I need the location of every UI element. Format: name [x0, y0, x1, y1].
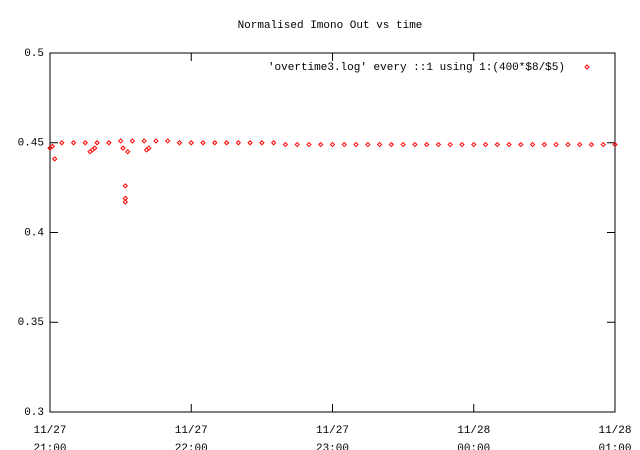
point: [223, 140, 230, 146]
point: [318, 141, 324, 148]
point: [129, 138, 136, 144]
point: [165, 138, 171, 144]
point: [120, 145, 126, 151]
point: [200, 140, 206, 146]
point: [270, 140, 277, 146]
point: [565, 141, 571, 148]
point: [117, 138, 124, 144]
point: [82, 140, 89, 146]
point: [412, 141, 418, 148]
point: [459, 141, 465, 148]
point: [124, 149, 131, 155]
point: [518, 141, 524, 148]
point: [506, 141, 512, 148]
x-tick-label: 11/27 21:00: [33, 425, 66, 450]
point: [141, 138, 147, 144]
point: [423, 141, 430, 148]
y-tick-label: 0.35: [18, 317, 44, 329]
point: [612, 141, 618, 148]
point: [70, 140, 77, 146]
point: [188, 140, 194, 146]
point: [153, 138, 159, 144]
point: [52, 156, 58, 162]
point: [247, 140, 253, 146]
legend-marker: [584, 64, 590, 70]
point: [94, 140, 100, 146]
point: [306, 141, 312, 148]
point: [106, 140, 112, 146]
y-tick-label: 0.45: [18, 138, 44, 150]
point: [600, 141, 606, 148]
point: [282, 141, 289, 148]
y-tick-label: 0.5: [24, 48, 44, 60]
point: [365, 141, 371, 148]
chart-title: Normalised Imono Out vs time: [238, 20, 423, 32]
x-tick-label: 11/28 01:00: [598, 425, 631, 450]
point: [494, 141, 500, 148]
legend-label: 'overtime3.log' every ::1 using 1:(400*$…: [268, 62, 565, 74]
point: [294, 141, 300, 148]
point: [146, 145, 152, 151]
point: [92, 145, 98, 151]
point: [353, 141, 359, 148]
point: [176, 140, 183, 146]
point: [400, 141, 406, 148]
x-tick-label: 11/27 22:00: [175, 425, 208, 450]
point: [588, 141, 595, 148]
point: [49, 143, 56, 150]
point: [482, 141, 489, 148]
y-tick-label: 0.3: [24, 407, 44, 419]
point: [435, 141, 442, 148]
point: [329, 141, 336, 148]
point: [341, 141, 347, 148]
point: [541, 141, 548, 148]
point: [122, 183, 129, 189]
point: [376, 141, 383, 148]
point: [529, 141, 536, 148]
point: [471, 141, 477, 148]
point: [388, 141, 395, 148]
plot-frame: [49, 52, 616, 413]
x-tick-label: 11/28 00:00: [457, 425, 490, 450]
point: [122, 199, 129, 205]
point: [59, 140, 65, 146]
point: [259, 140, 265, 146]
point: [447, 141, 453, 148]
point: [576, 141, 583, 148]
x-tick-label: 11/27 23:00: [316, 425, 349, 450]
point: [212, 140, 218, 146]
point: [553, 141, 559, 148]
y-tick-label: 0.4: [24, 227, 44, 239]
point: [235, 140, 242, 146]
